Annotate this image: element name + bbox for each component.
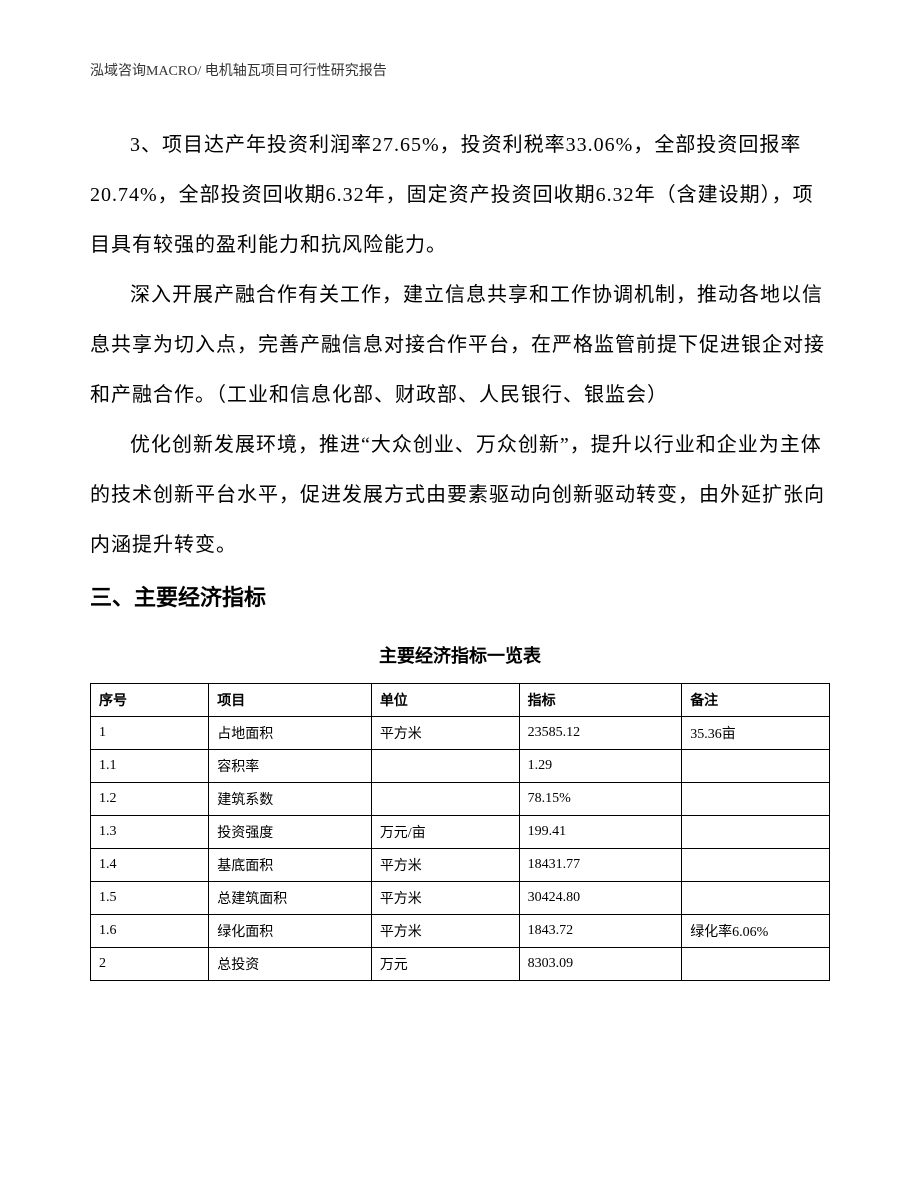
table-cell: 容积率 bbox=[209, 750, 372, 783]
table-cell: 23585.12 bbox=[519, 717, 682, 750]
table-cell: 建筑系数 bbox=[209, 783, 372, 816]
table-cell bbox=[371, 750, 519, 783]
table-body: 1占地面积平方米23585.1235.36亩1.1容积率1.291.2建筑系数7… bbox=[91, 717, 830, 981]
table-header-cell: 指标 bbox=[519, 684, 682, 717]
table-header-cell: 备注 bbox=[682, 684, 830, 717]
table-row: 1.4基底面积平方米18431.77 bbox=[91, 849, 830, 882]
header-text: 泓域咨询MACRO/ 电机轴瓦项目可行性研究报告 bbox=[90, 64, 387, 79]
table-cell: 199.41 bbox=[519, 816, 682, 849]
table-cell bbox=[682, 882, 830, 915]
table-cell: 万元 bbox=[371, 948, 519, 981]
table-cell: 总建筑面积 bbox=[209, 882, 372, 915]
table-cell: 绿化率6.06% bbox=[682, 915, 830, 948]
table-cell: 万元/亩 bbox=[371, 816, 519, 849]
table-cell: 1 bbox=[91, 717, 209, 750]
table-cell: 1.29 bbox=[519, 750, 682, 783]
table-cell: 总投资 bbox=[209, 948, 372, 981]
table-cell: 18431.77 bbox=[519, 849, 682, 882]
table-row: 1.3投资强度万元/亩199.41 bbox=[91, 816, 830, 849]
table-header-row: 序号 项目 单位 指标 备注 bbox=[91, 684, 830, 717]
table-cell bbox=[682, 816, 830, 849]
document-header: 泓域咨询MACRO/ 电机轴瓦项目可行性研究报告 bbox=[90, 60, 830, 80]
table-row: 1.6绿化面积平方米1843.72绿化率6.06% bbox=[91, 915, 830, 948]
table-cell: 平方米 bbox=[371, 717, 519, 750]
table-row: 1.1容积率 1.29 bbox=[91, 750, 830, 783]
body-text-section: 3、项目达产年投资利润率27.65%，投资利税率33.06%，全部投资回报率20… bbox=[90, 120, 830, 570]
table-cell bbox=[682, 948, 830, 981]
table-row: 1.2建筑系数 78.15% bbox=[91, 783, 830, 816]
table-cell: 占地面积 bbox=[209, 717, 372, 750]
table-cell bbox=[682, 783, 830, 816]
table-cell: 1.5 bbox=[91, 882, 209, 915]
table-row: 1.5总建筑面积平方米30424.80 bbox=[91, 882, 830, 915]
table-header-cell: 单位 bbox=[371, 684, 519, 717]
table-cell bbox=[682, 849, 830, 882]
table-cell: 35.36亩 bbox=[682, 717, 830, 750]
table-cell: 基底面积 bbox=[209, 849, 372, 882]
economic-indicators-table: 序号 项目 单位 指标 备注 1占地面积平方米23585.1235.36亩1.1… bbox=[90, 683, 830, 981]
table-cell: 30424.80 bbox=[519, 882, 682, 915]
table-cell: 2 bbox=[91, 948, 209, 981]
table-header-cell: 项目 bbox=[209, 684, 372, 717]
table-cell: 绿化面积 bbox=[209, 915, 372, 948]
table-cell: 78.15% bbox=[519, 783, 682, 816]
paragraph-2: 深入开展产融合作有关工作，建立信息共享和工作协调机制，推动各地以信息共享为切入点… bbox=[90, 270, 830, 420]
table-row: 2总投资万元8303.09 bbox=[91, 948, 830, 981]
table-header-cell: 序号 bbox=[91, 684, 209, 717]
section-heading: 三、主要经济指标 bbox=[90, 580, 830, 612]
table-cell bbox=[371, 783, 519, 816]
table-cell: 1843.72 bbox=[519, 915, 682, 948]
paragraph-1: 3、项目达产年投资利润率27.65%，投资利税率33.06%，全部投资回报率20… bbox=[90, 120, 830, 270]
table-cell: 8303.09 bbox=[519, 948, 682, 981]
paragraph-3: 优化创新发展环境，推进“大众创业、万众创新”，提升以行业和企业为主体的技术创新平… bbox=[90, 420, 830, 570]
table-cell: 1.6 bbox=[91, 915, 209, 948]
table-cell: 1.2 bbox=[91, 783, 209, 816]
table-cell: 平方米 bbox=[371, 915, 519, 948]
table-row: 1占地面积平方米23585.1235.36亩 bbox=[91, 717, 830, 750]
table-cell: 投资强度 bbox=[209, 816, 372, 849]
table-title: 主要经济指标一览表 bbox=[90, 642, 830, 668]
table-cell: 平方米 bbox=[371, 849, 519, 882]
table-cell: 1.1 bbox=[91, 750, 209, 783]
table-cell: 1.3 bbox=[91, 816, 209, 849]
table-cell: 1.4 bbox=[91, 849, 209, 882]
table-cell bbox=[682, 750, 830, 783]
table-cell: 平方米 bbox=[371, 882, 519, 915]
